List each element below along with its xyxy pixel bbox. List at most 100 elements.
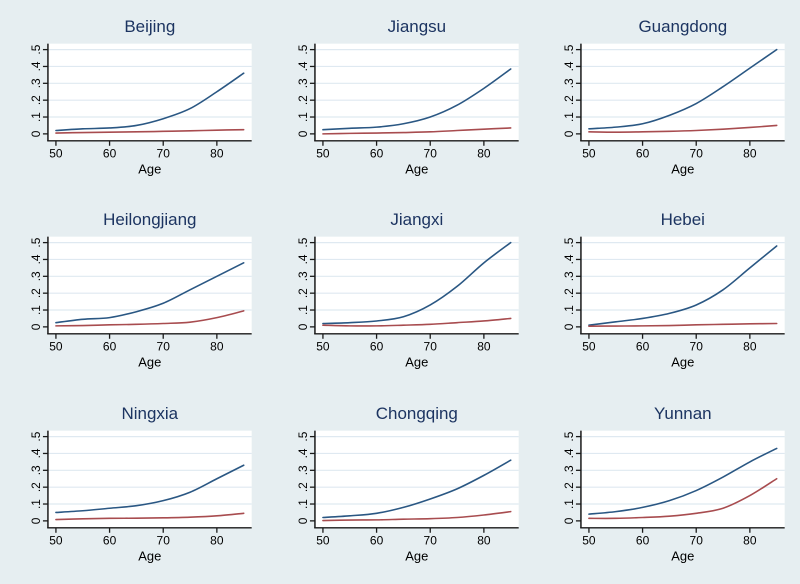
subplot-guangdong: Guangdong 0 .1 .2 .3 .4 .5 50 60 70 80 Age: [562, 17, 786, 177]
x-tick-label: 50: [316, 533, 330, 547]
y-tick-label: .3: [29, 465, 43, 475]
x-tick-label: 70: [157, 533, 171, 547]
plot-group: 0 .1 .2 .3 .4 .5 50 60 70 80 Age: [562, 43, 786, 177]
y-tick-label: .5: [562, 238, 576, 248]
y-tick-label: .3: [562, 465, 576, 475]
y-tick-label: .4: [29, 61, 43, 71]
y-tick-label: .2: [562, 95, 576, 105]
subplot-ningxia: Ningxia 0 .1 .2 .3 .4 .5 50 60 70 80 Age: [29, 403, 252, 563]
plot-group: 0 .1 .2 .3 .4 .5 50 60 70 80 Age: [296, 236, 519, 370]
navy-line-path: [588, 447, 778, 515]
y-tick-label: .4: [562, 61, 576, 71]
x-tick-label: 80: [744, 533, 758, 547]
x-axis-label: Age: [672, 355, 695, 370]
plot-area: [314, 430, 519, 528]
y-tick-label: .4: [296, 61, 310, 71]
y-tick-label: .1: [29, 498, 43, 508]
x-tick-label: 80: [744, 147, 758, 161]
y-tick-label: .2: [562, 482, 576, 492]
x-tick-label: 70: [690, 340, 704, 354]
x-tick-label: 60: [370, 147, 384, 161]
y-tick-label: .1: [296, 305, 310, 315]
y-tick-label: .2: [29, 288, 43, 298]
plot-area: [581, 430, 786, 528]
x-axis-label: Age: [672, 548, 695, 563]
x-axis-label: Age: [672, 162, 695, 177]
y-tick-label: .5: [29, 238, 43, 248]
navy-line-path: [321, 242, 512, 325]
x-tick-label: 60: [103, 340, 117, 354]
x-tick-label: 60: [636, 340, 650, 354]
y-tick-label: .1: [29, 112, 43, 122]
x-tick-label: 50: [316, 340, 330, 354]
x-tick-label: 60: [636, 147, 650, 161]
y-tick-label: .5: [296, 431, 310, 441]
y-tick-label: .1: [562, 305, 576, 315]
plot-group: 0 .1 .2 .3 .4 .5 50 60 70 80 Age: [562, 236, 786, 370]
maroon-line-path: [588, 477, 778, 519]
y-tick-label: .2: [296, 95, 310, 105]
maroon-line-path: [55, 128, 245, 134]
maroon-line-path: [321, 317, 512, 328]
x-tick-label: 70: [157, 340, 171, 354]
y-tick-label: .5: [29, 431, 43, 441]
y-tick-label: .5: [562, 431, 576, 441]
x-tick-label: 60: [103, 533, 117, 547]
x-tick-label: 70: [690, 147, 704, 161]
x-tick-label: 50: [316, 147, 330, 161]
x-tick-label: 80: [210, 533, 224, 547]
plot-group: 0 .1 .2 .3 .4 .5 50 60 70 80 Age: [29, 430, 252, 563]
y-tick-label: .2: [29, 482, 43, 492]
subplot-title: Jiangsu: [387, 17, 445, 36]
x-tick-label: 70: [690, 533, 704, 547]
y-tick-label: .5: [296, 238, 310, 248]
subplot-heilongjiang: Heilongjiang 0 .1 .2 .3 .4 .5 50 60 70 80 Age: [29, 210, 252, 370]
navy-line-path: [55, 72, 245, 132]
navy-line-path: [321, 459, 512, 518]
subplot-title: Chongqing: [375, 403, 457, 422]
y-tick-label: .4: [562, 448, 576, 458]
x-tick-label: 80: [210, 147, 224, 161]
navy-line-path: [321, 68, 512, 131]
y-tick-label: .4: [296, 448, 310, 458]
y-tick-label: .1: [29, 305, 43, 315]
x-tick-label: 50: [49, 340, 63, 354]
y-tick-label: .1: [296, 498, 310, 508]
subplot-chongqing: Chongqing 0 .1 .2 .3 .4 .5 50 60 70 80 Age: [296, 403, 519, 563]
navy-line-path: [588, 48, 778, 130]
navy-line-path: [55, 464, 245, 513]
plot-group: 0 .1 .2 .3 .4 .5 50 60 70 80 Age: [562, 430, 786, 563]
x-axis-label: Age: [138, 548, 161, 563]
plot-area: [314, 236, 519, 335]
y-tick-label: .4: [29, 448, 43, 458]
x-tick-label: 80: [477, 533, 491, 547]
y-tick-label: .2: [562, 288, 576, 298]
y-tick-label: 0: [562, 324, 576, 331]
y-tick-label: .3: [29, 78, 43, 88]
subplot-title: Heilongjiang: [103, 210, 196, 229]
x-axis-label: Age: [405, 162, 428, 177]
y-tick-label: 0: [296, 130, 310, 137]
navy-line-path: [588, 245, 778, 327]
x-tick-label: 80: [210, 340, 224, 354]
maroon-line-path: [55, 310, 245, 327]
x-tick-label: 80: [477, 147, 491, 161]
subplot-title: Guangdong: [639, 17, 728, 36]
y-tick-label: .4: [296, 254, 310, 264]
plot-group: 0 .1 .2 .3 .4 .5 50 60 70 80 Age: [296, 430, 519, 563]
y-tick-label: .3: [296, 271, 310, 281]
plot-area: [581, 236, 786, 335]
x-tick-label: 50: [583, 340, 597, 354]
plot-area: [314, 43, 519, 141]
navy-line-path: [55, 262, 245, 324]
y-tick-label: .4: [562, 254, 576, 264]
plot-area: [47, 43, 252, 141]
subplot-title: Ningxia: [122, 403, 179, 422]
y-tick-label: .2: [296, 482, 310, 492]
x-axis-label: Age: [405, 548, 428, 563]
subplot-jiangxi: Jiangxi 0 .1 .2 .3 .4 .5 50 60 70 80 Age: [296, 210, 519, 370]
x-axis-label: Age: [138, 162, 161, 177]
subplot-title: Yunnan: [654, 403, 712, 422]
x-axis-label: Age: [138, 355, 161, 370]
